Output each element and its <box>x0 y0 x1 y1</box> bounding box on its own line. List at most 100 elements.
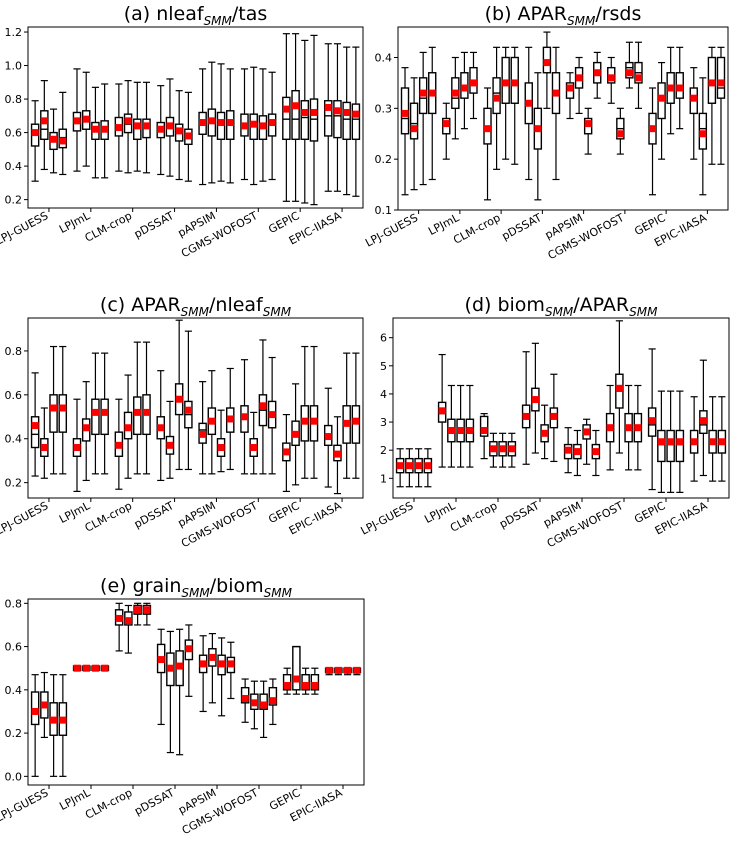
box-plot <box>207 370 217 475</box>
y-tick-label: 0.2 <box>375 153 393 166</box>
box-plot <box>583 107 593 155</box>
box-plot <box>531 342 540 454</box>
box-plot <box>648 87 657 196</box>
mean-marker <box>451 89 459 97</box>
mean-marker <box>101 664 109 672</box>
mean-marker <box>616 130 624 138</box>
box-plot <box>540 404 549 460</box>
box-plot <box>82 664 91 672</box>
mean-marker <box>301 108 309 116</box>
mean-marker <box>124 424 132 432</box>
box-iqr <box>342 101 351 140</box>
mean-marker <box>166 664 174 672</box>
box-plot <box>423 448 433 488</box>
chart-title: (e) grainSMM/biomSMM <box>100 575 293 600</box>
mean-marker <box>502 79 510 87</box>
y-tick-label: 5 <box>380 360 387 373</box>
box-plot <box>465 384 475 468</box>
mean-marker <box>310 417 318 425</box>
box-plot <box>521 351 531 465</box>
box-plot <box>198 68 207 186</box>
mean-marker <box>49 404 58 412</box>
box-plot <box>395 448 405 488</box>
mean-marker <box>142 122 151 130</box>
box-plot <box>216 409 226 473</box>
mean-marker <box>184 132 192 140</box>
box-plot <box>323 387 333 488</box>
box-plot <box>442 102 451 160</box>
box-plot <box>689 67 698 160</box>
mean-marker <box>564 446 572 454</box>
mean-marker <box>302 682 310 690</box>
box-plot <box>58 674 68 777</box>
y-tick-label: 6 <box>380 332 387 345</box>
box-plot <box>225 68 235 184</box>
mean-marker <box>615 384 623 392</box>
mean-marker <box>143 606 151 614</box>
box-plot <box>675 46 684 130</box>
box-plot <box>72 68 82 172</box>
mean-marker <box>606 424 614 432</box>
mean-marker <box>552 89 560 97</box>
mean-marker <box>208 117 216 125</box>
mean-marker <box>31 129 39 137</box>
mean-marker <box>438 407 446 415</box>
box-plot <box>469 51 478 120</box>
mean-marker <box>292 102 300 110</box>
mean-marker <box>292 675 300 683</box>
box-iqr <box>675 429 685 463</box>
box-plot <box>267 71 277 181</box>
box-plot <box>282 413 291 493</box>
y-tick-label: 2 <box>380 444 387 457</box>
box-plot <box>91 664 100 672</box>
box-plot <box>40 80 49 171</box>
mean-marker <box>250 120 258 128</box>
box-plot <box>100 664 110 672</box>
mean-marker <box>415 462 423 470</box>
box-iqr <box>282 96 291 140</box>
mean-marker <box>124 117 132 125</box>
mean-marker <box>40 701 48 709</box>
box-plot <box>58 91 68 176</box>
mean-marker <box>657 438 665 446</box>
box-plot <box>175 628 184 756</box>
x-tick-label: pDSSAT <box>132 499 176 531</box>
y-tick-label: 0.4 <box>5 160 23 173</box>
box-plot <box>225 367 235 471</box>
box-plot <box>405 448 414 488</box>
box-iqr <box>300 100 310 140</box>
x-tick-label: CLM-crop <box>83 499 134 535</box>
box-plot <box>625 41 634 89</box>
mean-marker <box>583 428 591 436</box>
mean-marker <box>269 697 277 705</box>
box-plot <box>309 345 319 479</box>
mean-marker <box>352 417 360 425</box>
mean-marker <box>208 417 216 425</box>
box-plot <box>81 71 91 167</box>
mean-marker <box>352 110 360 118</box>
plot-frame <box>392 317 730 499</box>
y-tick-label: 0.6 <box>5 641 23 654</box>
chart-title: (d) biomSMM/APARSMM <box>465 294 659 319</box>
mean-marker <box>91 408 99 416</box>
box-plot <box>324 666 334 676</box>
box-plot <box>501 46 510 160</box>
box-iqr <box>268 686 278 706</box>
y-tick-label: 0.2 <box>5 194 23 207</box>
box-plot <box>217 637 226 717</box>
box-plot <box>300 39 310 204</box>
y-tick-label: 0.0 <box>5 770 23 783</box>
plot-frame <box>27 317 364 499</box>
box-plot <box>507 432 517 468</box>
mean-marker <box>282 105 290 113</box>
mean-marker <box>310 108 318 116</box>
mean-marker <box>511 79 519 87</box>
box-plot <box>542 31 552 109</box>
mean-marker <box>419 89 427 97</box>
mean-marker <box>466 427 474 434</box>
box-plot <box>40 407 49 479</box>
box-iqr <box>30 416 40 449</box>
box-plot <box>582 418 591 465</box>
box-plot <box>142 341 151 475</box>
chart-title: (c) APARSMM/nleafSMM <box>100 294 292 319</box>
